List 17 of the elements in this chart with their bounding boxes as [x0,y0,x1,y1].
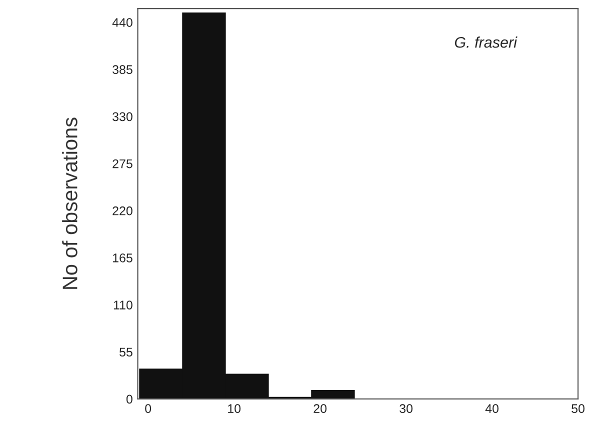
y-tick-label: 220 [112,206,132,216]
y-tick-label: 110 [114,300,132,310]
x-tick-label: 20 [314,404,327,414]
y-tick-label: 385 [112,65,132,74]
y-tick-label: 0 [126,394,132,404]
y-tick-label: 165 [113,254,132,262]
x-tick-label: 50 [572,404,584,414]
y-tick-label: 275 [112,159,132,168]
annotation: G. fraseri [454,36,518,48]
y-tick-label: 330 [112,112,132,122]
y-axis-title: No of observations [62,118,78,289]
x-tick-label: 40 [485,404,499,414]
x-tick-label: 10 [228,404,241,414]
x-tick-label: 0 [145,404,152,414]
x-tick-label: 30 [400,404,413,414]
y-tick-label: 55 [120,348,132,357]
y-tick-label: 440 [112,18,132,27]
